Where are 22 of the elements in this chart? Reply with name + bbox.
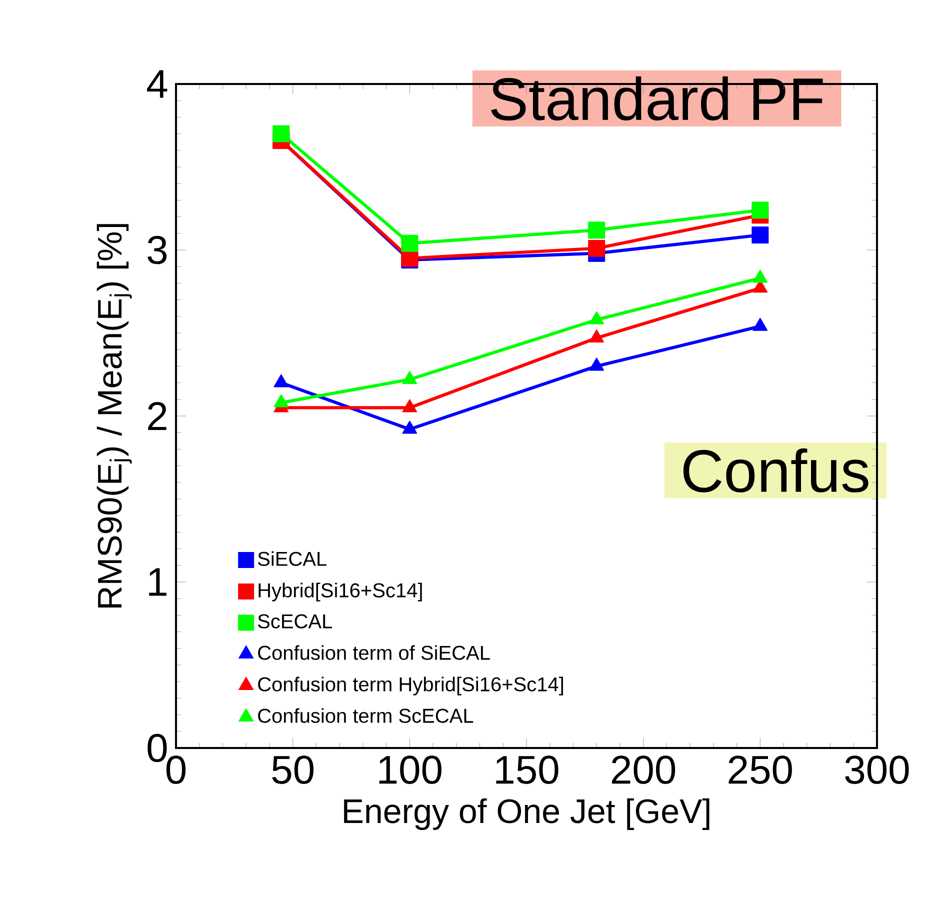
x-tick-label: 200 [612, 756, 676, 784]
y-tick-label: 3 [148, 236, 167, 264]
annotation: Standard PF [491, 76, 823, 120]
x-tick-label: 300 [845, 756, 909, 784]
legend-label: ScECAL [258, 614, 332, 628]
legend-label: Hybrid[Si16+Sc14] [258, 582, 422, 602]
legend-label: Confusion term Hybrid[Si16+Sc14] [258, 676, 563, 696]
legend-label: Confusion term of SiECAL [258, 645, 490, 660]
x-tick-label: 0 [166, 756, 186, 784]
y-tick-label: 1 [149, 568, 166, 596]
annotation: Confus [683, 448, 868, 492]
y-axis-title: RMS90(E$_{j}$) / Mean(E$_{j}$) [%] [96, 224, 132, 608]
x-tick-label: 150 [496, 756, 558, 784]
y-tick-label: 4 [147, 70, 168, 98]
y-tick-label: 0 [148, 734, 167, 762]
x-tick-label: 250 [728, 756, 792, 784]
y-tick-label: 2 [148, 402, 166, 430]
x-tick-label: 50 [272, 756, 314, 784]
x-tick-label: 100 [379, 756, 442, 784]
legend-label: Confusion term ScECAL [258, 708, 474, 723]
x-axis-title: Energy of One Jet [GeV] [344, 798, 710, 830]
legend-label: SiECAL [258, 551, 326, 566]
